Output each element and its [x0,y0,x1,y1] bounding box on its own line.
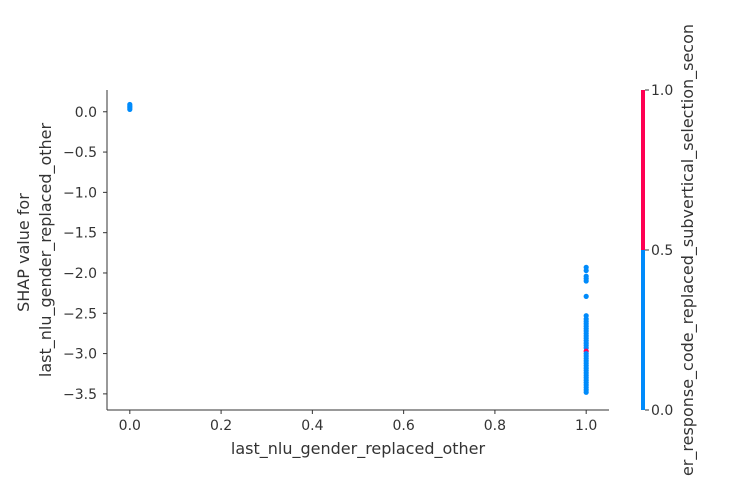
x-tick-label: 0.6 [393,418,415,434]
colorbar-tick-label: 0.0 [651,403,673,419]
colorbar: er_response_code_replaced_subvertical_se… [641,24,698,476]
data-point-5 [583,267,589,274]
x-tick-label: 0.0 [119,418,141,434]
data-point-41 [583,389,589,395]
y-tick-label: −3.5 [63,387,97,403]
colorbar-high-segment [641,90,645,250]
y-tick-label: −0.5 [63,145,97,161]
x-tick-label: 0.8 [484,418,506,434]
colorbar-label: er_response_code_replaced_subvertical_se… [678,24,698,476]
colorbar-tick-label: 0.5 [651,243,673,259]
data-point-8 [583,278,589,284]
axes [106,90,609,411]
y-tick-label: −1.0 [63,185,97,201]
x-tick-label: 1.0 [575,418,597,434]
y-ticks: 0.0 −0.5 −1.0 −1.5 −2.0 −2.5 −3.0 −3.5 [63,105,107,403]
y-tick-label: −1.5 [63,226,97,242]
y-axis-label-line-2: last_nlu_gender_replaced_other [36,122,56,377]
data-point-3 [127,106,133,112]
colorbar-low-segment [641,250,645,410]
y-tick-label: −2.0 [63,266,97,282]
colorbar-tick-label: 1.0 [651,83,673,99]
x-tick-label: 0.2 [210,418,232,434]
y-axis-label: SHAP value for last_nlu_gender_replaced_… [14,122,56,377]
y-tick-label: 0.0 [75,105,97,121]
y-axis-label-line-1: SHAP value for [14,193,33,312]
y-tick-label: −3.0 [63,347,97,363]
x-tick-label: 0.4 [301,418,323,434]
x-axis-label: last_nlu_gender_replaced_other [231,439,486,459]
y-tick-label: −2.5 [63,306,97,322]
data-point-9 [583,293,589,299]
x-ticks: 0.0 0.2 0.4 0.6 0.8 1.0 [119,410,597,434]
scatter-points [127,101,589,395]
